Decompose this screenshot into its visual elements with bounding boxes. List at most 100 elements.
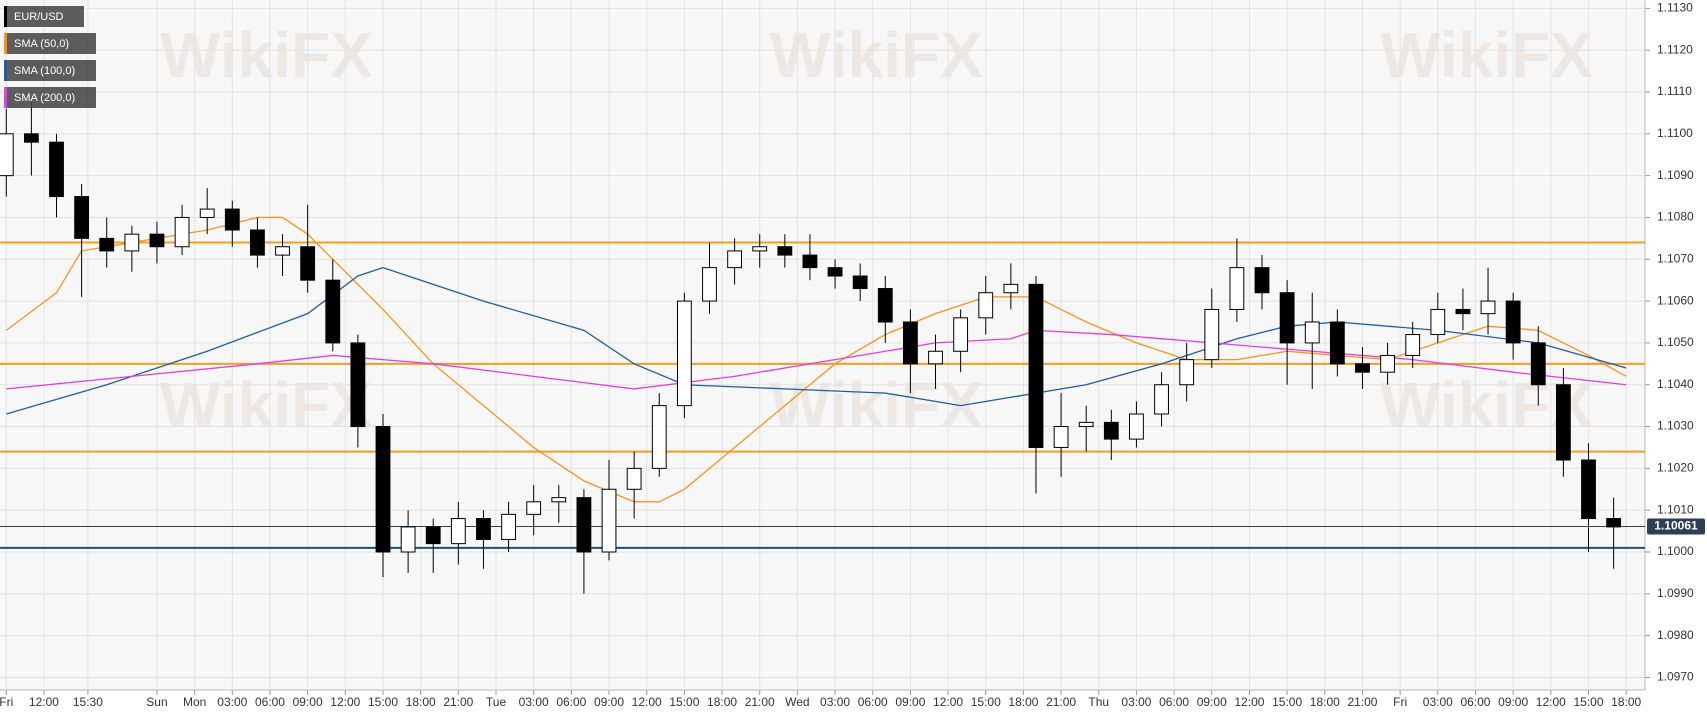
candle-body (928, 350, 943, 365)
candle-body (1053, 426, 1069, 448)
y-tick-label: 1.1050 (1657, 335, 1694, 349)
watermark: WikiFX (770, 19, 983, 91)
candle-body (1179, 359, 1195, 386)
candle-body (1555, 384, 1571, 461)
y-tick-label: 1.1130 (1657, 1, 1693, 15)
x-tick-label: 09:00 (1498, 695, 1528, 709)
candle-body (827, 267, 843, 277)
x-tick-label: 12:00 (29, 695, 59, 709)
x-tick-label: Fri (1393, 695, 1407, 709)
candle-body (124, 233, 140, 252)
candle-body (149, 233, 165, 248)
y-tick-label: 1.1040 (1657, 377, 1694, 391)
marks (0, 100, 1645, 594)
x-tick-label: Tue (486, 695, 507, 709)
x-tick-label: 21:00 (745, 695, 775, 709)
x-tick-label: 15:00 (1573, 695, 1603, 709)
legend-label: EUR/USD (14, 11, 64, 23)
candle-body (802, 254, 818, 269)
candle-body (626, 467, 642, 490)
x-tick-label: 03:00 (1121, 695, 1151, 709)
y-tick-label: 1.1120 (1657, 42, 1693, 56)
y-tick-label: 1.1070 (1657, 251, 1694, 265)
x-tick-label: 03:00 (820, 695, 850, 709)
candle-body (0, 133, 14, 177)
candle-body (23, 133, 39, 143)
x-tick-label: 15:00 (971, 695, 1001, 709)
x-tick-label: 09:00 (594, 695, 624, 709)
candle-body (902, 321, 918, 365)
candle-body (702, 267, 717, 302)
x-tick-label: Wed (785, 695, 809, 709)
candle-body (1430, 308, 1446, 336)
y-tick-label: 1.1000 (1657, 544, 1694, 558)
y-tick-label: 1.1060 (1657, 293, 1694, 307)
candle-body (49, 141, 64, 198)
sma-line (5, 216, 1627, 503)
candle-body (576, 497, 592, 553)
candle-body (978, 292, 994, 319)
last-price-tag (1647, 518, 1705, 535)
candle-body (74, 196, 90, 239)
x-tick-label: Sun (146, 695, 167, 709)
x-tick-label: 18:00 (1611, 695, 1641, 709)
legend-box (4, 6, 84, 27)
candle-body (450, 518, 466, 545)
x-tick-label: 06:00 (858, 695, 888, 709)
x-tick-label: 09:00 (895, 695, 925, 709)
candle-body (1355, 363, 1370, 373)
x-tick-label: 15:00 (368, 695, 398, 709)
x-tick-label: 15:30 (73, 695, 103, 709)
candle-body (325, 279, 341, 344)
x-tick-label: 12:00 (632, 695, 662, 709)
candle-body (1581, 459, 1596, 520)
candle-body (275, 246, 290, 256)
candle-body (877, 288, 893, 323)
candle-body (953, 317, 969, 352)
candle-body (1103, 421, 1119, 440)
watermark: WikiFX (770, 369, 983, 441)
legend-label: SMA (50,0) (14, 38, 69, 50)
y-tick-label: 1.1110 (1657, 84, 1692, 98)
candle-body (1405, 334, 1421, 356)
candle-body (250, 229, 265, 256)
x-tick-label: Thu (1088, 695, 1109, 709)
legend-box (4, 33, 96, 54)
candle-body (300, 246, 316, 281)
candle-body (501, 513, 516, 540)
x-tick-label: 12:00 (1536, 695, 1566, 709)
last-price-label: 1.10061 (1654, 519, 1698, 533)
legend-swatch (4, 33, 7, 54)
candle-body (375, 426, 391, 553)
x-tick-label: 18:00 (406, 695, 436, 709)
candle-body (1229, 267, 1245, 310)
candle-body (199, 208, 215, 218)
candle-body (400, 526, 416, 553)
candle-body (727, 250, 743, 269)
x-tick-label: 21:00 (1347, 695, 1377, 709)
x-tick-label: 21:00 (1046, 695, 1076, 709)
candle-body (1254, 267, 1270, 294)
legend-swatch (4, 6, 7, 27)
watermark: WikiFX (160, 19, 373, 91)
y-tick-label: 1.1020 (1657, 461, 1694, 475)
candle-body (1028, 283, 1044, 448)
x-tick-label: 12:00 (330, 695, 360, 709)
candle-body (1455, 308, 1471, 315)
candle-body (777, 246, 793, 256)
candle-body (1505, 300, 1521, 344)
legend-box (4, 60, 96, 81)
x-tick-label: 21:00 (443, 695, 473, 709)
x-tick-label: 06:00 (1159, 695, 1189, 709)
candle-body (1279, 292, 1295, 344)
y-tick-label: 1.1100 (1657, 126, 1693, 140)
plot-background (0, 0, 1645, 690)
candle-body (551, 497, 567, 503)
x-tick-label: 18:00 (707, 695, 737, 709)
x-tick-label: 15:00 (1272, 695, 1302, 709)
candle-body (1380, 354, 1395, 373)
legend-swatch (4, 87, 7, 108)
candle-body (1154, 384, 1169, 415)
candle-body (1530, 342, 1546, 386)
